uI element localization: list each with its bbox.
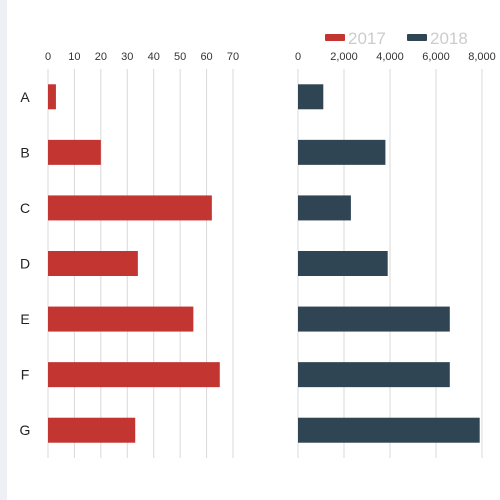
bar-2018-E (298, 306, 450, 332)
x-tick-label: 30 (121, 51, 133, 63)
legend-label-2017: 2017 (348, 29, 386, 48)
x-tick-label: 6,000 (422, 51, 450, 63)
bar-2017-G (48, 417, 136, 443)
x-tick-label: 50 (174, 51, 186, 63)
legend-swatch-2018 (407, 34, 427, 41)
x-tick-label: 20 (95, 51, 107, 63)
category-label-C: C (20, 200, 30, 216)
bar-2018-C (298, 195, 351, 221)
x-tick-label: 40 (148, 51, 160, 63)
x-tick-label: 4,000 (376, 51, 404, 63)
bar-2017-F (48, 362, 220, 388)
chart-legend: 2017 2018 (325, 29, 468, 48)
bar-2017-B (48, 139, 101, 165)
category-label-B: B (20, 144, 29, 160)
panel-2017: 0 10 20 30 40 50 60 70 (45, 51, 239, 458)
bar-2017-A (48, 84, 56, 110)
bar-2018-A (298, 84, 324, 110)
x-tick-label: 70 (227, 51, 239, 63)
category-labels: A B C D E F G (20, 89, 31, 438)
bar-2017-C (48, 195, 212, 221)
legend-swatch-2017 (325, 34, 345, 41)
x-tick-label: 0 (295, 51, 301, 63)
x-tick-label: 2,000 (330, 51, 358, 63)
category-label-E: E (20, 311, 29, 327)
bar-2018-B (298, 139, 386, 165)
bar-2018-D (298, 251, 388, 276)
bar-2017-D (48, 251, 138, 276)
legend-label-2018: 2018 (430, 29, 468, 48)
bar-2017-E (48, 306, 194, 332)
category-label-G: G (20, 422, 31, 438)
x-tick-label: 10 (68, 51, 80, 63)
x-tick-label: 0 (45, 51, 51, 63)
panel-2018: 0 2,000 4,000 6,000 8,000 (295, 51, 496, 458)
bar-2018-F (298, 362, 450, 388)
category-label-F: F (21, 367, 30, 383)
left-edge-strip (0, 0, 7, 500)
x-tick-label: 60 (200, 51, 212, 63)
x-tick-label: 8,000 (468, 51, 496, 63)
category-label-D: D (20, 256, 30, 272)
bar-2018-G (298, 417, 480, 443)
category-label-A: A (20, 89, 30, 105)
